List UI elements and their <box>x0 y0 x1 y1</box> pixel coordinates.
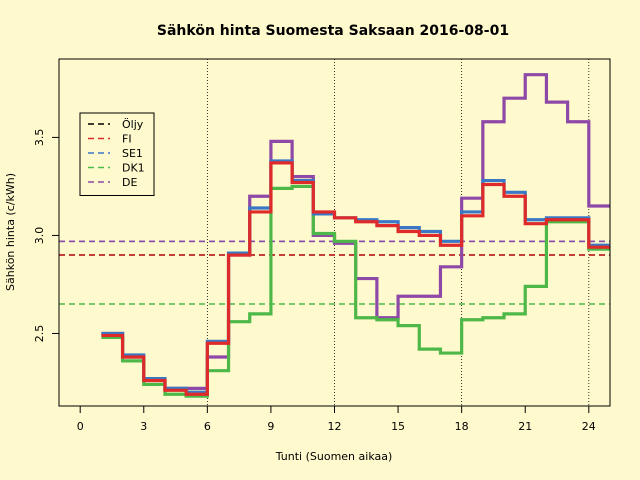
x-tick-label-0: 0 <box>77 420 84 433</box>
legend-box <box>79 112 155 196</box>
y-tick-label-0: 2.5 <box>33 325 46 343</box>
legend-label-se1: SE1 <box>122 147 143 160</box>
x-tick-label-24: 24 <box>582 420 596 433</box>
series-layer <box>101 73 610 398</box>
y-axis-label: Sähkön hinta (c/kWh) <box>4 173 17 291</box>
y-tick-label-2: 3.5 <box>33 129 46 147</box>
chart-title: Sähkön hinta Suomesta Saksaan 2016-08-01 <box>157 23 509 39</box>
legend-label-ljy: Öljy <box>122 118 144 131</box>
x-tick-label-15: 15 <box>391 420 405 433</box>
x-tick-label-18: 18 <box>455 420 469 433</box>
x-tick-label-12: 12 <box>328 420 342 433</box>
x-axis-label: Tunti (Suomen aikaa) <box>275 450 393 463</box>
y-tick-label-1: 3.0 <box>33 227 46 245</box>
y-axis: 2.5 3.0 3.5 <box>33 129 60 343</box>
series-line-de <box>101 73 610 390</box>
grid-layer <box>206 59 590 406</box>
x-tick-label-9: 9 <box>267 420 274 433</box>
x-axis: 0 3 6 9 12 15 18 21 24 <box>77 405 596 433</box>
x-tick-label-3: 3 <box>140 420 147 433</box>
legend-label-dk1: DK1 <box>122 162 145 175</box>
x-tick-label-6: 6 <box>204 420 211 433</box>
series-line-fi <box>101 161 610 396</box>
x-tick-label-21: 21 <box>518 420 532 433</box>
legend-label-de: DE <box>122 176 137 189</box>
legend-label-fi: FI <box>122 133 132 146</box>
